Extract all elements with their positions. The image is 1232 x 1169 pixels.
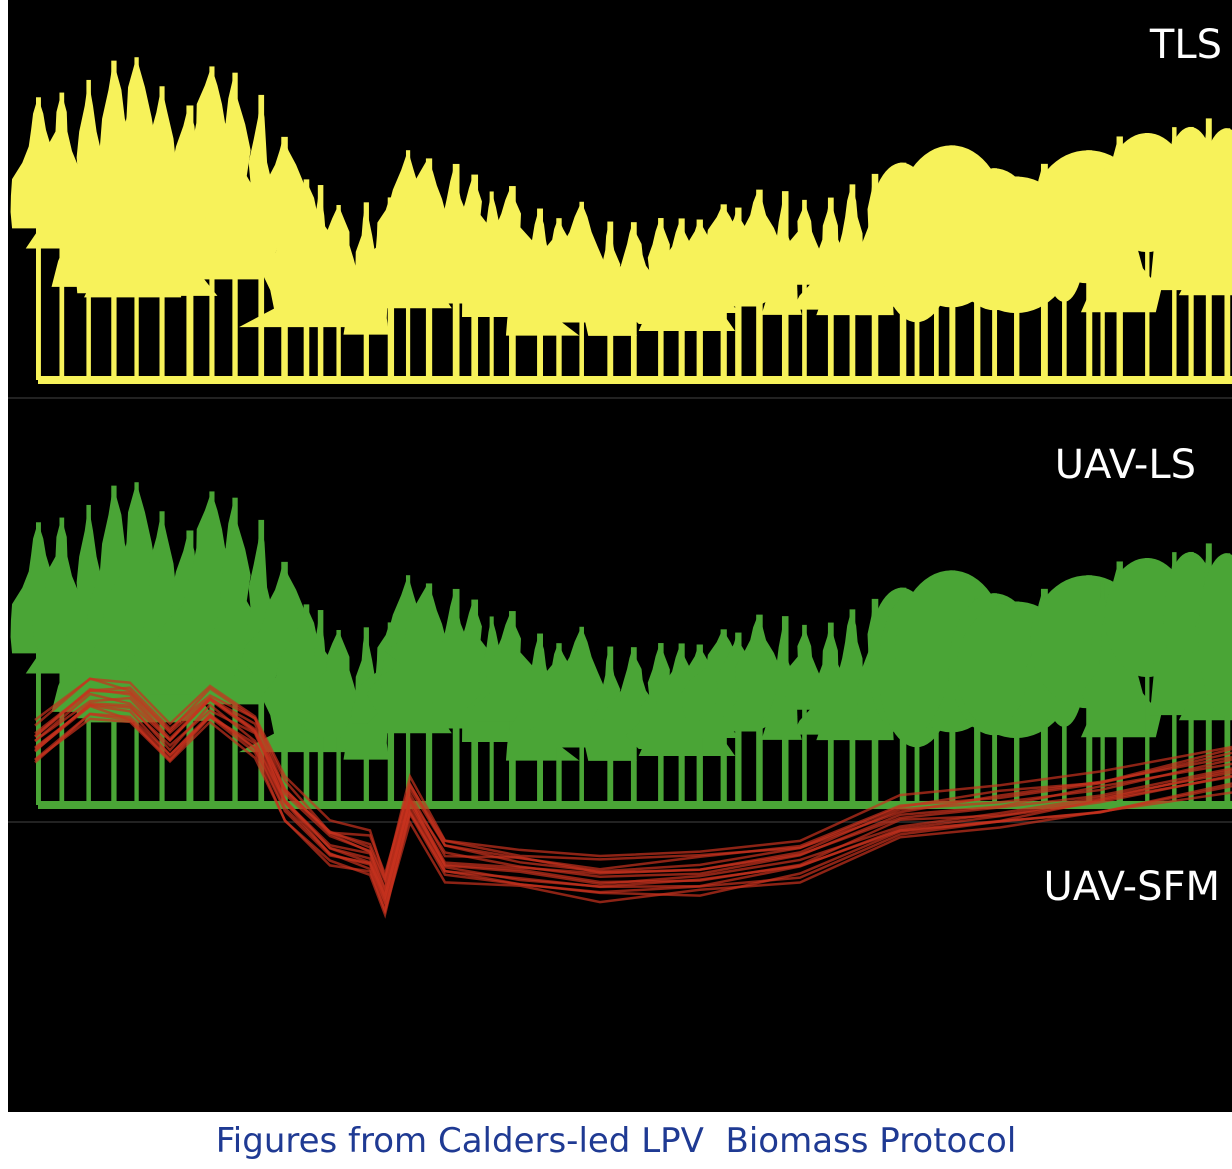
figure: TLS UAV-LS UAV-SFM Figures from Calders-… [0,0,1232,1169]
page: TLS UAV-LS UAV-SFM Figures from Calders-… [0,0,1232,1169]
panel-label: TLS [1149,22,1222,68]
panel-label: UAV-SFM [1044,864,1220,910]
ground [38,376,1232,384]
panel-label: UAV-LS [1055,442,1196,488]
caption: Figures from Calders-led LPV Biomass Pro… [216,1121,1017,1161]
